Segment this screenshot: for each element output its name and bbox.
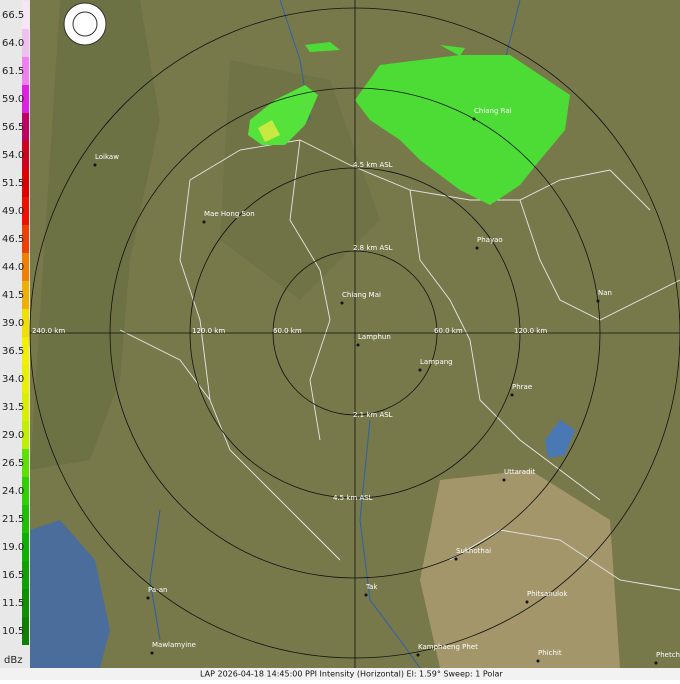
legend-label: 36.5	[2, 346, 24, 357]
range-label: 240.0 km	[32, 327, 65, 335]
legend-label: 41.5	[2, 290, 24, 301]
city-label: Mae Hong Son	[204, 210, 255, 218]
city-label: Kamphaeng Phet	[418, 643, 478, 651]
city-dot	[365, 594, 368, 597]
city-dot	[473, 118, 476, 121]
city-label: Nan	[598, 289, 612, 297]
legend-label: 16.5	[2, 570, 24, 581]
legend-unit: dBz	[4, 655, 22, 666]
legend-label: 26.5	[2, 458, 24, 469]
legend-label: 61.5	[2, 66, 24, 77]
height-label: 2.8 km ASL	[353, 244, 393, 252]
city-dot	[357, 344, 360, 347]
height-label: 4.5 km ASL	[353, 161, 393, 169]
city-label: Uttaradit	[504, 468, 535, 476]
legend-label: 34.0	[2, 374, 24, 385]
city-label: Lamphun	[358, 333, 391, 341]
city-label: Loikaw	[95, 153, 119, 161]
city-dot	[341, 302, 344, 305]
city-label: Phitsanulok	[527, 590, 568, 598]
legend-label: 21.5	[2, 514, 24, 525]
city-label: Lampang	[420, 358, 453, 366]
city-label: Chiang Rai	[474, 107, 512, 115]
city-dot	[419, 369, 422, 372]
legend-label: 10.5	[2, 626, 24, 637]
height-label: 2.1 km ASL	[353, 411, 393, 419]
city-dot	[597, 300, 600, 303]
city-label: Mawlamyine	[152, 641, 196, 649]
legend-label: 56.5	[2, 122, 24, 133]
city-label: Chiang Mai	[342, 291, 381, 299]
footer-text: LAP 2026-04-18 14:45:00 PPI Intensity (H…	[200, 670, 503, 679]
legend-label: 39.0	[2, 318, 24, 329]
city-label: Tak	[365, 583, 378, 591]
legend-label: 24.0	[2, 486, 24, 497]
logo	[64, 3, 106, 45]
city-label: Phrae	[512, 383, 532, 391]
city-dot	[476, 247, 479, 250]
city-dot	[537, 660, 540, 663]
city-dot	[94, 164, 97, 167]
legend-label: 29.0	[2, 430, 24, 441]
range-label: 60.0 km	[434, 327, 463, 335]
legend-label: 44.0	[2, 262, 24, 273]
legend-label: 64.0	[2, 38, 24, 49]
city-dot	[503, 479, 506, 482]
legend-label: 11.5	[2, 598, 24, 609]
map	[30, 0, 680, 668]
legend-label: 31.5	[2, 402, 24, 413]
city-dot	[147, 597, 150, 600]
city-dot	[655, 662, 658, 665]
range-label: 120.0 km	[514, 327, 547, 335]
city-dot	[151, 652, 154, 655]
city-label: Phetchabun	[656, 651, 680, 659]
legend-label: 66.5	[2, 10, 24, 21]
legend-label: 19.0	[2, 542, 24, 553]
legend-label: 54.0	[2, 150, 24, 161]
city-label: Phayao	[477, 236, 503, 244]
city-label: Phichit	[538, 649, 562, 657]
legend-label: 49.0	[2, 206, 24, 217]
city-dot	[455, 558, 458, 561]
city-dot	[203, 221, 206, 224]
range-label: 60.0 km	[273, 327, 302, 335]
range-label: 120.0 km	[192, 327, 225, 335]
city-dot	[417, 654, 420, 657]
height-label: 4.5 km ASL	[333, 494, 373, 502]
legend-label: 46.5	[2, 234, 24, 245]
city-label: Sukhothai	[456, 547, 491, 555]
legend-label: 51.5	[2, 178, 24, 189]
legend-label: 59.0	[2, 94, 24, 105]
city-dot	[526, 601, 529, 604]
city-label: Pa-an	[148, 586, 167, 594]
city-dot	[511, 394, 514, 397]
